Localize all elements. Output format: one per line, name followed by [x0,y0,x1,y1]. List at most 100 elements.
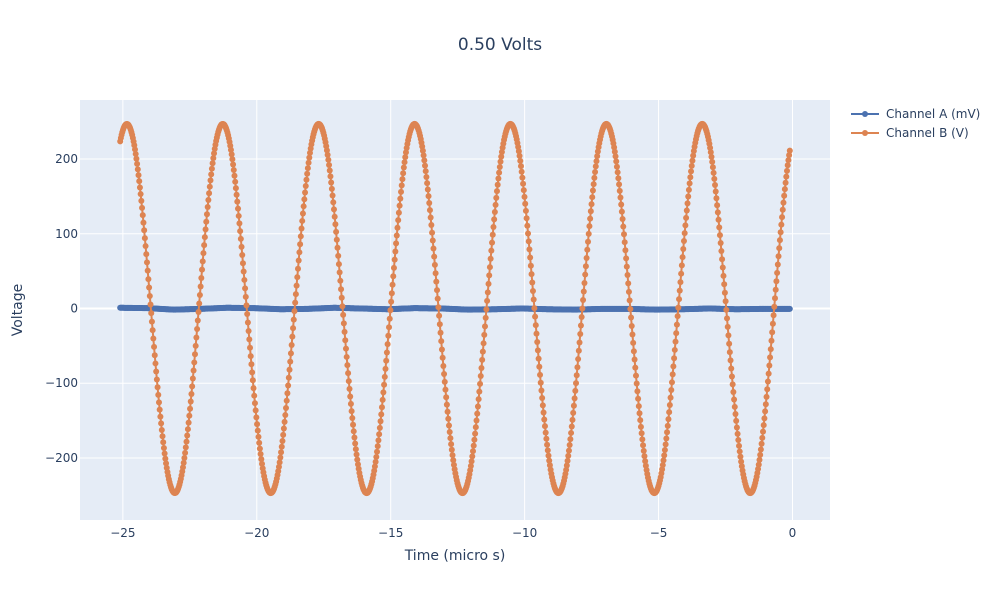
data-point [668,379,675,386]
data-point [680,237,687,244]
data-point [623,263,630,270]
data-point [538,387,545,394]
legend-item[interactable]: Channel B (V) [851,126,969,140]
data-point [621,231,627,238]
data-point [664,422,671,429]
data-point [636,410,643,417]
data-point [496,169,503,176]
data-point [338,294,345,301]
data-point [587,215,594,222]
x-tick-label: −25 [110,526,135,540]
data-point [685,186,692,193]
data-point [153,368,160,375]
data-point [642,458,649,465]
data-point [772,286,779,293]
data-point [446,422,452,429]
legend-marker [862,130,868,136]
data-point [426,207,433,214]
data-point [151,343,158,350]
data-point [494,181,501,188]
data-point [330,206,337,213]
data-point [304,170,311,177]
data-point [400,164,407,171]
data-point [343,353,350,360]
data-point [342,337,349,344]
data-point [781,192,788,199]
data-point [470,442,477,449]
data-point [399,176,406,183]
data-point [614,169,621,176]
data-point [282,412,289,419]
data-point [620,223,627,230]
data-point [290,325,297,332]
data-point [235,205,242,212]
data-point [630,348,637,355]
data-point [183,438,190,445]
data-point [330,199,337,206]
x-axis-label: Time (micro s) [404,548,506,564]
data-point [203,211,210,218]
data-point [582,263,589,270]
data-point [520,187,527,194]
data-point [197,283,204,290]
data-point [329,192,336,199]
x-axis-ticks: −25 −20 −15 −10 −5 0 [110,526,796,540]
data-point [445,415,452,422]
data-point [785,157,792,164]
data-point [384,341,391,348]
data-point [769,320,776,327]
data-point [731,403,738,410]
y-axis-ticks: 200 100 0 −100 −200 [45,152,78,465]
data-point [491,216,498,223]
data-point [572,387,579,394]
data-point [433,278,440,285]
data-point [734,430,741,437]
data-point [537,371,544,378]
data-point [396,202,403,209]
legend[interactable]: Channel A (mV) Channel B (V) [851,107,980,140]
data-point [631,356,638,363]
data-point [182,449,189,456]
data-point [157,413,164,420]
data-point [132,150,139,157]
data-point [138,197,145,204]
data-point [661,447,668,454]
data-point [480,340,487,347]
data-point [233,191,240,198]
data-point [342,345,349,352]
data-point [664,429,671,436]
data-point [726,340,733,347]
data-point [202,226,209,233]
data-point [720,272,727,279]
data-point [588,201,595,208]
series-channel-b [117,120,793,497]
data-point [247,353,254,360]
data-point [723,306,730,313]
data-point [238,243,245,250]
data-point [622,247,629,254]
data-point [290,316,297,323]
data-point [326,162,333,169]
data-point [764,378,771,385]
data-point [245,327,252,334]
data-point [148,310,155,317]
data-point [145,276,152,283]
data-point [591,174,598,181]
data-point [525,238,532,245]
data-point [476,388,483,395]
data-point [143,251,150,258]
data-point [725,332,732,339]
data-point [678,270,685,277]
legend-item[interactable]: Channel A (mV) [851,107,980,121]
data-point [782,179,789,186]
data-point [769,329,776,336]
data-point [667,394,674,401]
data-point [231,172,238,179]
data-point [132,146,138,153]
data-point [387,307,394,314]
data-point [637,423,644,430]
data-point [156,406,163,413]
data-point [295,265,301,272]
data-point [489,231,496,238]
data-point [199,258,206,265]
